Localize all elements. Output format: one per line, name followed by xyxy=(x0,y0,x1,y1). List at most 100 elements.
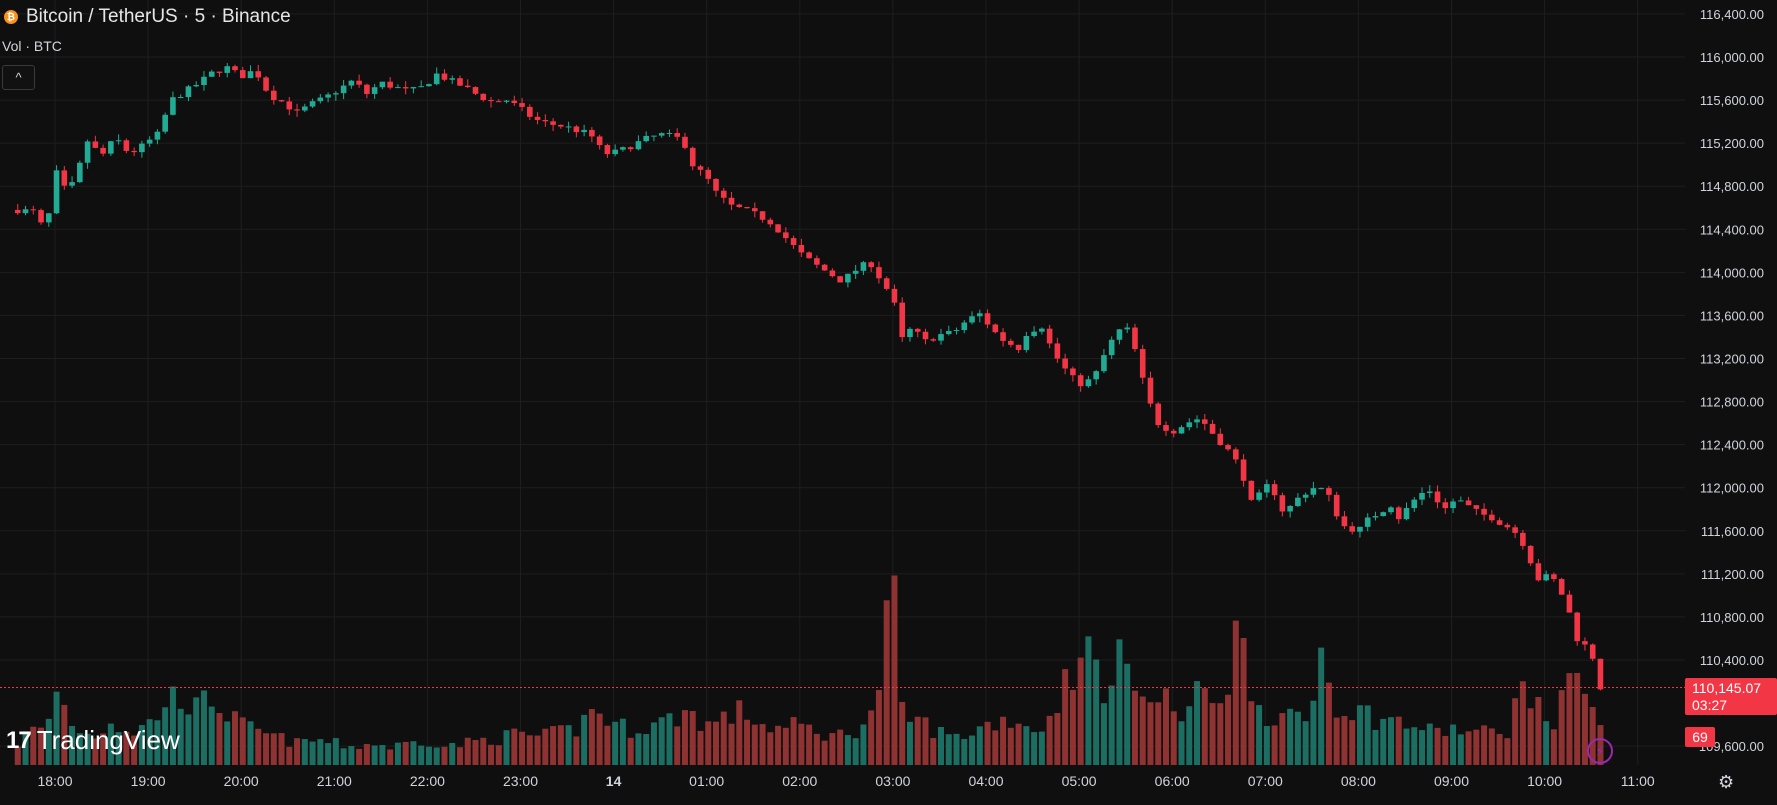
candle-body xyxy=(69,182,75,186)
candle-body xyxy=(278,100,285,102)
candle-body xyxy=(1271,484,1278,496)
volume-bar xyxy=(1558,690,1565,765)
volume-bar xyxy=(1473,729,1480,765)
volume-bar xyxy=(1457,734,1464,765)
candle-body xyxy=(433,73,440,85)
volume-bar xyxy=(1085,636,1092,765)
candle-body xyxy=(441,73,448,80)
candle-body xyxy=(294,109,300,111)
time-tick-label: 10:00 xyxy=(1527,773,1562,789)
time-tick-label: 11:00 xyxy=(1621,773,1655,789)
time-tick-label: 04:00 xyxy=(968,773,1003,789)
price-tick-label: 110,400.00 xyxy=(1700,653,1764,668)
candle-body xyxy=(1496,520,1503,525)
candle-body xyxy=(108,141,114,154)
time-tick-label: 22:00 xyxy=(410,773,445,789)
volume-bar xyxy=(883,600,890,765)
candle-body xyxy=(418,86,424,88)
volume-bar xyxy=(1178,721,1185,765)
candle-body xyxy=(1093,371,1099,380)
candle-body xyxy=(1194,419,1200,423)
candle-body xyxy=(449,78,456,80)
price-tick-label: 112,400.00 xyxy=(1700,438,1764,453)
lightning-icon[interactable]: ⚡ xyxy=(1587,738,1613,764)
candle-body xyxy=(1233,449,1239,460)
candle-body xyxy=(519,103,525,107)
candle-body xyxy=(286,101,293,110)
volume-bar xyxy=(542,728,549,765)
volume-bar xyxy=(751,724,758,765)
time-axis[interactable]: 18:00 19:00 20:00 21:00 22:00 23:00 14 01:00 02:… xyxy=(37,773,1654,789)
candle-body xyxy=(798,244,805,253)
candle-body xyxy=(736,204,743,208)
volume-bar xyxy=(961,738,968,765)
volume-bar xyxy=(511,728,518,765)
candle-body xyxy=(837,276,843,283)
volume-bar xyxy=(1380,718,1387,765)
volume-bar xyxy=(1310,700,1317,765)
gear-icon[interactable]: ⚙ xyxy=(1718,772,1735,792)
candle-body xyxy=(1178,427,1185,434)
time-tick-label: 08:00 xyxy=(1341,773,1376,789)
volume-bar xyxy=(1403,728,1410,765)
chevron-up-icon[interactable]: ^ xyxy=(2,65,35,90)
volume-bar xyxy=(945,734,952,765)
volume-bar xyxy=(1395,716,1402,765)
volume-bar xyxy=(231,711,238,765)
time-tick-label: 21:00 xyxy=(317,773,352,789)
volume-bar xyxy=(1007,727,1014,765)
volume-bar xyxy=(472,739,479,765)
time-tick-label: 09:00 xyxy=(1434,773,1469,789)
volume-bar xyxy=(992,730,999,765)
volume-bar xyxy=(1387,717,1394,765)
candle-body xyxy=(309,101,316,107)
candle-body xyxy=(356,80,362,85)
symbol-title[interactable]: Bitcoin / TetherUS · 5 · Binance xyxy=(26,6,291,27)
volume-bar xyxy=(782,727,789,765)
candle-body xyxy=(976,313,983,317)
candle-body xyxy=(814,258,820,265)
candle-body xyxy=(992,324,999,333)
candle-body xyxy=(131,150,137,153)
volume-bar xyxy=(658,717,665,765)
candle-body xyxy=(1465,500,1472,506)
candle-body xyxy=(1264,484,1270,493)
grid-lines xyxy=(0,0,1685,765)
volume-bar xyxy=(1419,730,1426,765)
candle-body xyxy=(744,207,750,209)
volume-bar xyxy=(294,738,301,765)
volume-indicator-label[interactable]: Vol · BTC xyxy=(2,38,62,54)
candle-body xyxy=(635,141,642,150)
candle-body xyxy=(1201,419,1208,424)
price-tick-label: 116,000.00 xyxy=(1700,50,1764,65)
candle-body xyxy=(1419,493,1425,500)
candle-body xyxy=(348,80,355,86)
candle-body xyxy=(371,87,378,94)
volume-bar xyxy=(1263,726,1270,765)
volume-bar xyxy=(379,745,386,765)
candle-body xyxy=(1566,594,1573,613)
volume-bar xyxy=(410,741,417,765)
candle-body xyxy=(333,93,339,95)
price-axis[interactable]: 116,400.00 116,000.00 115,600.00 115,200.00… xyxy=(1699,7,1764,754)
volume-bar xyxy=(1093,659,1100,765)
candle-body xyxy=(550,121,556,125)
candle-body xyxy=(1279,495,1286,512)
volume-bar xyxy=(1465,731,1472,765)
volume-bar xyxy=(1349,720,1356,765)
volume-bar xyxy=(1209,703,1216,765)
candle-body xyxy=(1225,445,1231,450)
candle-body xyxy=(666,133,673,135)
volume-bar xyxy=(1108,685,1115,765)
volume-bar xyxy=(604,725,611,765)
candle-body xyxy=(759,211,766,220)
tradingview-logo[interactable]: 17 TradingView xyxy=(6,725,180,756)
candle-body xyxy=(1318,488,1324,490)
chart-header: ₿ Bitcoin / TetherUS · 5 · Binance xyxy=(4,6,291,28)
candle-body xyxy=(115,140,122,142)
candle-body xyxy=(953,330,960,332)
candle-body xyxy=(689,147,696,167)
volume-bar xyxy=(790,717,797,765)
candle-body xyxy=(620,147,626,150)
